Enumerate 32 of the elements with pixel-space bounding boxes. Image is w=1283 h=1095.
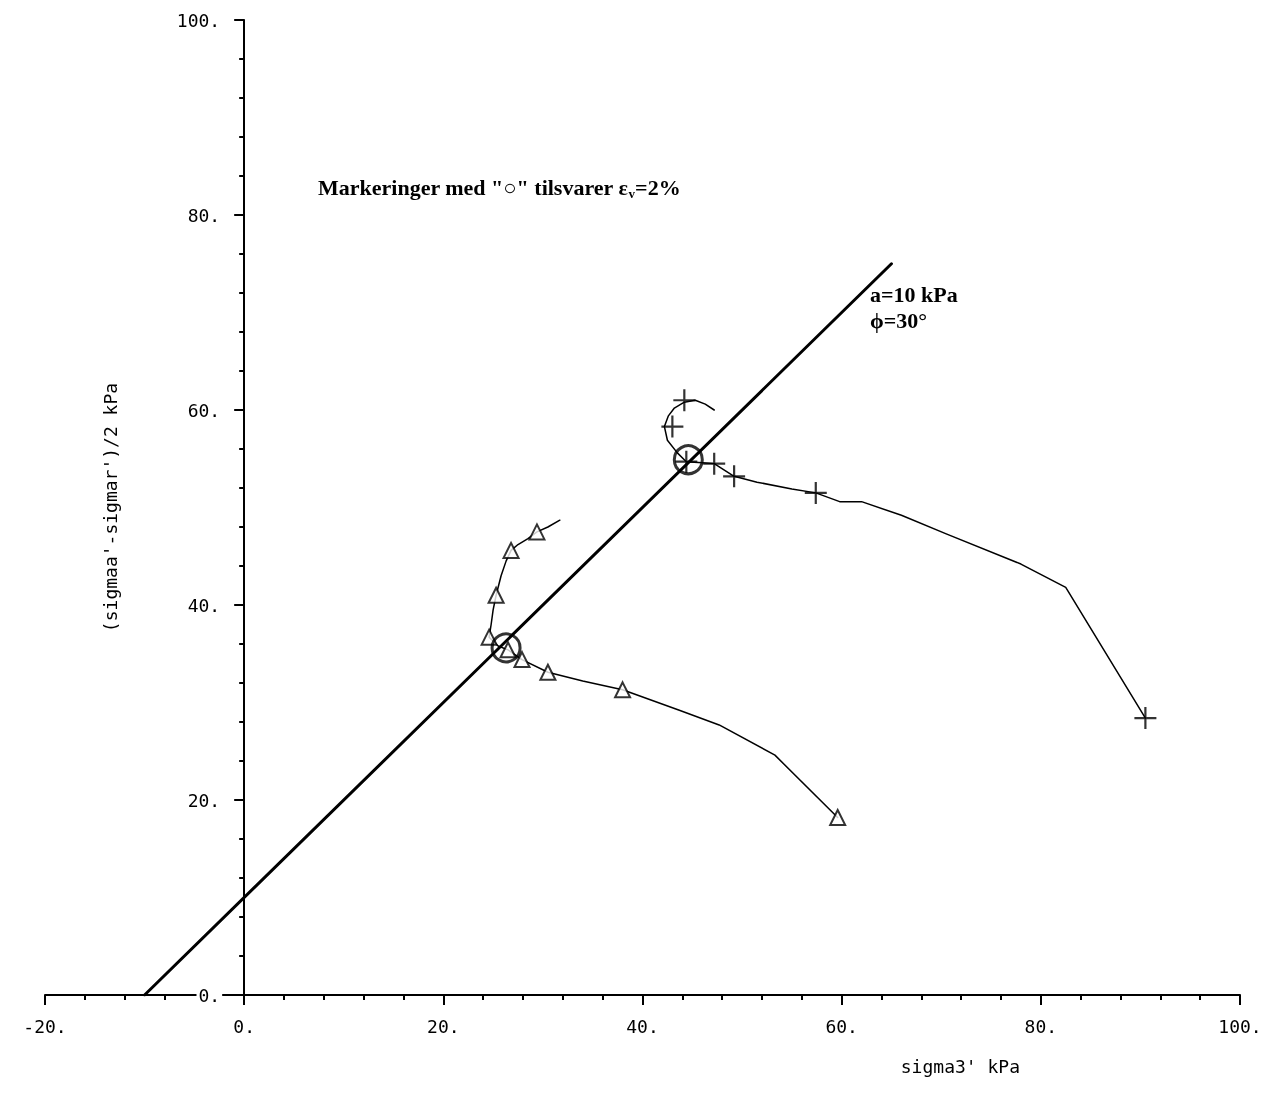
y-tick-label: 40. bbox=[187, 594, 221, 616]
x-axis-title: sigma3' kPa bbox=[900, 1055, 1020, 1077]
y-tick-label: 20. bbox=[187, 789, 221, 811]
x-tick-label: 80. bbox=[1024, 1015, 1058, 1037]
point bbox=[539, 663, 557, 681]
point bbox=[723, 465, 746, 488]
y-tick-label: 80. bbox=[187, 204, 221, 226]
point bbox=[528, 523, 546, 541]
x-tick-label: 60. bbox=[825, 1015, 858, 1037]
x-tick-label: 40. bbox=[626, 1015, 659, 1037]
y-tick-label: 60. bbox=[187, 399, 221, 421]
y-tick-label: 0. bbox=[198, 984, 221, 1006]
point bbox=[672, 444, 704, 476]
point bbox=[1134, 707, 1157, 730]
annotation: ϕ=30° bbox=[870, 307, 928, 333]
point bbox=[490, 632, 522, 664]
x-tick-label: -20. bbox=[23, 1015, 67, 1037]
y-axis-title: (sigmaa'-sigmar')/2 kPa bbox=[99, 382, 121, 633]
x-tick-label: 0. bbox=[233, 1015, 256, 1037]
x-tick-label: 100. bbox=[1218, 1015, 1262, 1037]
point bbox=[829, 809, 847, 827]
y-tick-label: 100. bbox=[176, 9, 221, 31]
annotation: a=10 kPa bbox=[870, 281, 958, 307]
point bbox=[487, 586, 505, 604]
x-tick-label: 20. bbox=[427, 1015, 460, 1037]
point bbox=[502, 541, 520, 559]
point bbox=[614, 681, 632, 699]
point bbox=[513, 651, 531, 669]
point bbox=[661, 415, 684, 438]
point bbox=[703, 452, 726, 475]
point bbox=[673, 389, 696, 412]
point bbox=[804, 481, 827, 504]
